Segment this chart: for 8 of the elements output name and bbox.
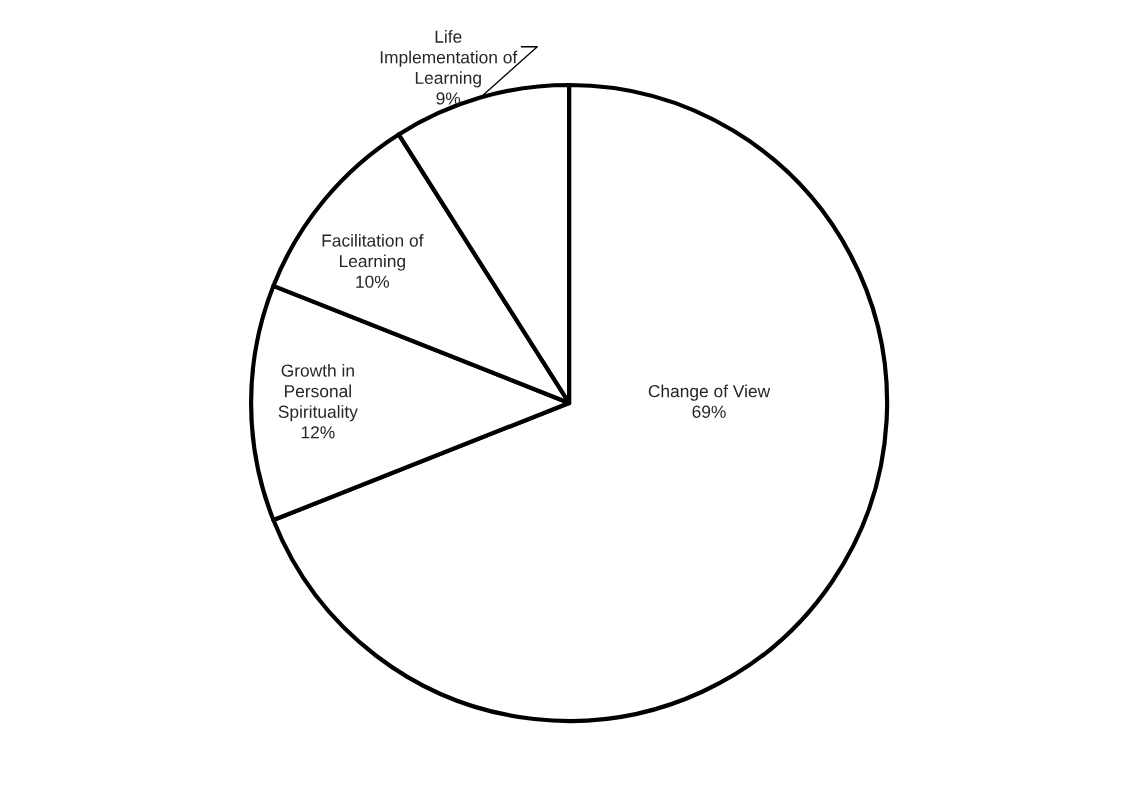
slice-label: Growth in Personal Spirituality: [278, 363, 358, 422]
data-label: 9%: [436, 92, 461, 105]
data-label: 69%: [692, 405, 726, 418]
slice-label: Facilitation of Learning: [322, 233, 424, 271]
slice-label: Life Implementation of Learning: [380, 30, 518, 88]
data-label: 12%: [301, 426, 335, 439]
data-label: 10%: [356, 275, 390, 288]
slice-label: Change of View: [648, 384, 771, 401]
